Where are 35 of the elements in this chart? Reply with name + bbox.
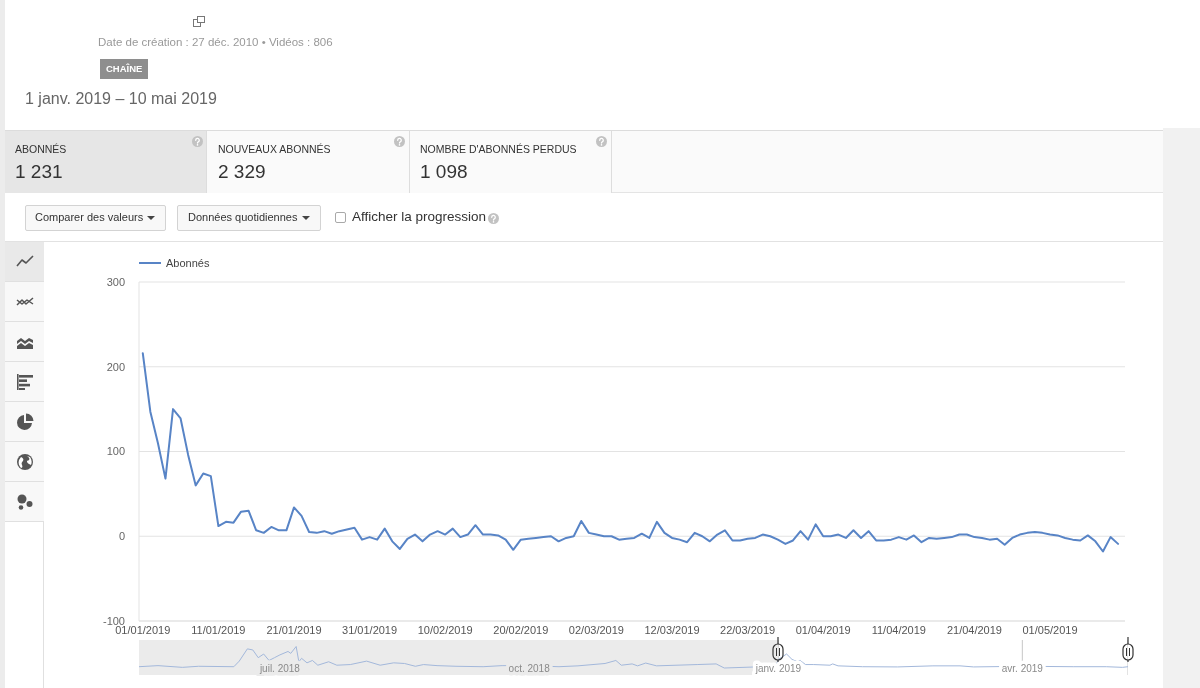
text: NOUVEAUX ABONNÉS [218, 143, 331, 155]
x-tick-label: 22/03/2019 [720, 624, 776, 636]
x-tick-label: 12/03/2019 [644, 624, 700, 636]
x-tick-label: 21/01/2019 [266, 624, 322, 636]
x-tick-label: 01/01/2019 [115, 624, 171, 636]
text: Date de création : 27 déc. 2010 • Vidéos : 806 [98, 36, 333, 48]
text: Données quotidiennes [188, 211, 298, 223]
text: CHAÎNE [100, 59, 149, 79]
x-tick-label: oct. 2018 [508, 663, 551, 674]
x-tick-label: janv. 2019 [754, 663, 802, 674]
text: Comparer des valeurs [35, 211, 144, 223]
y-tick-label: 300 [106, 275, 125, 288]
x-tick-label: 01/04/2019 [795, 624, 851, 636]
y-tick-label: 200 [106, 360, 125, 373]
x-tick-label: juil. 2018 [258, 663, 301, 674]
text: Afficher la progression [352, 209, 487, 224]
x-tick-label: 01/05/2019 [1022, 624, 1078, 636]
x-tick-label: 11/01/2019 [191, 624, 246, 636]
text: 1 231 [15, 161, 63, 183]
text: NOMBRE D'ABONNÉS PERDUS [420, 143, 577, 155]
y-tick-label: 100 [106, 445, 125, 458]
chart-subtitle: 1 janv. 2019 – 10 mai 2019 [25, 90, 217, 108]
x-tick-label: 31/01/2019 [342, 624, 398, 636]
x-tick-label: 02/03/2019 [568, 624, 624, 636]
legend-label: Abonnés [166, 257, 210, 269]
line-series [141, 352, 1120, 553]
x-tick-label: 21/04/2019 [946, 624, 1002, 636]
x-tick-label: 10/02/2019 [417, 624, 473, 636]
y-tick-label: 0 [118, 530, 125, 543]
y-tick-label: -100 [102, 614, 125, 627]
x-tick-label: 20/02/2019 [493, 624, 549, 636]
text: ABONNÉS [15, 143, 67, 155]
x-tick-label: 11/04/2019 [871, 624, 926, 636]
text: 2 329 [218, 161, 266, 183]
text: 1 098 [420, 161, 468, 183]
